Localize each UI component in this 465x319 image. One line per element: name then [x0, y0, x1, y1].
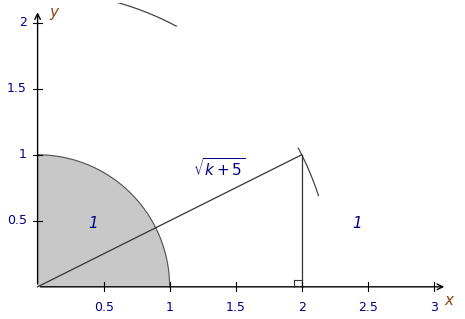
Text: 2: 2 — [298, 301, 306, 314]
Text: 0.5: 0.5 — [93, 301, 113, 314]
Text: 1: 1 — [352, 216, 362, 231]
Text: $\sqrt{k+5}$: $\sqrt{k+5}$ — [193, 157, 246, 179]
Polygon shape — [38, 155, 170, 287]
Text: 1: 1 — [88, 216, 98, 231]
Text: y: y — [49, 5, 59, 20]
Text: 3: 3 — [430, 301, 438, 314]
Text: 0.5: 0.5 — [7, 214, 27, 227]
Text: 1.5: 1.5 — [226, 301, 246, 314]
Text: x: x — [445, 293, 453, 308]
Text: 1.5: 1.5 — [7, 82, 27, 95]
Text: 2.5: 2.5 — [358, 301, 378, 314]
Text: 2: 2 — [19, 16, 27, 29]
Text: 1: 1 — [166, 301, 173, 314]
Text: 1: 1 — [19, 148, 27, 161]
